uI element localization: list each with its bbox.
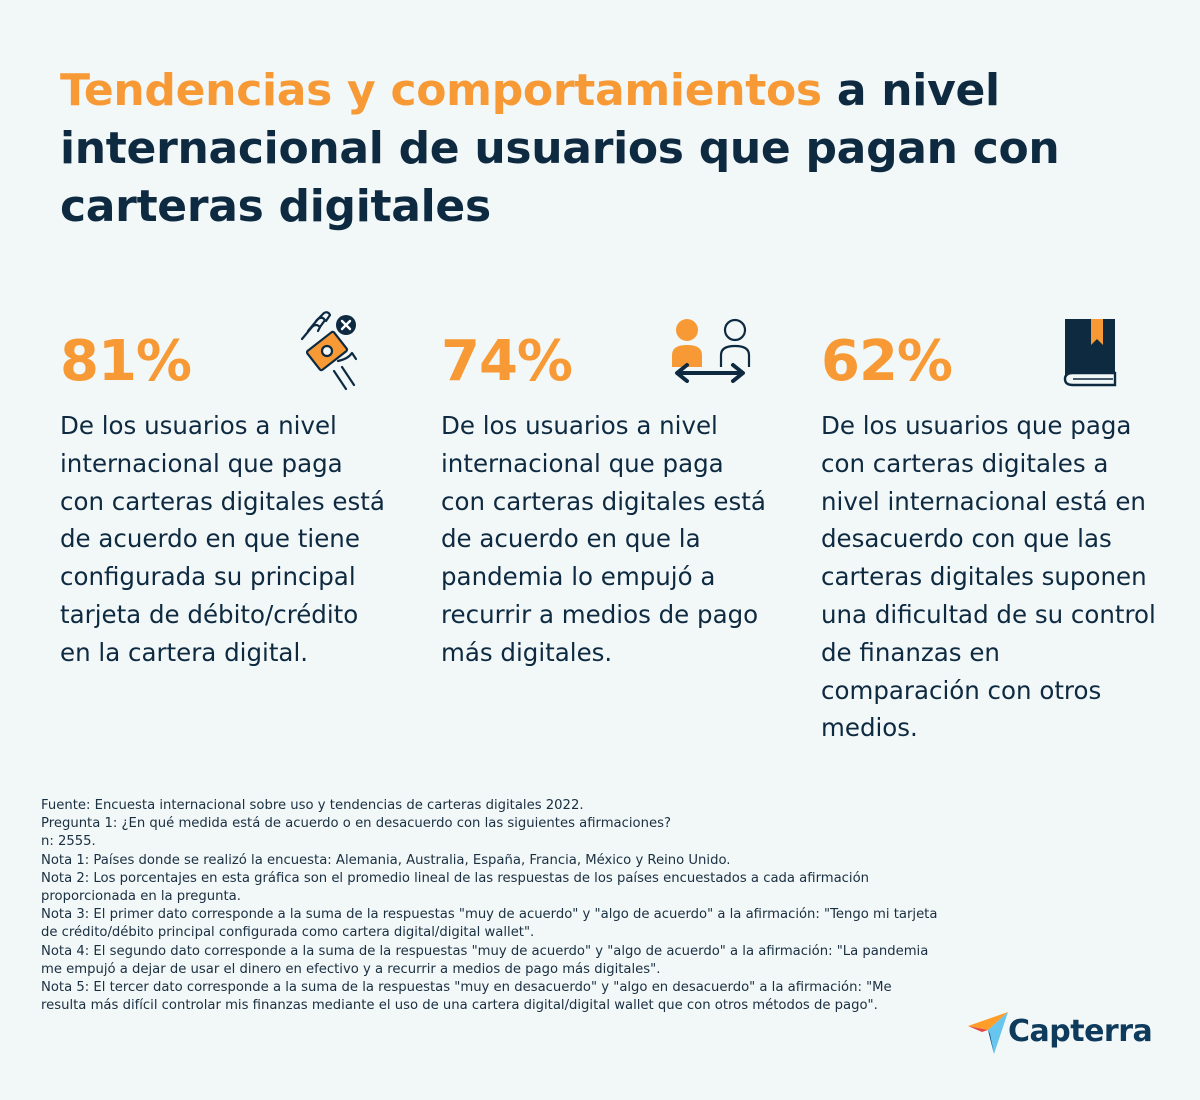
stat-description: De los usuarios a nivel internacional qu… <box>441 411 766 667</box>
stat-value: 81% <box>60 329 192 394</box>
stat-value: 74% <box>441 329 573 394</box>
footnote-note-1: Nota 1: Países donde se realizó la encue… <box>41 852 731 868</box>
title-rest: a nivel internacional de usuarios que pa… <box>60 65 1060 232</box>
book-icon <box>1061 315 1119 391</box>
page-title: Tendencias y comportamientos a nivel int… <box>60 62 1150 236</box>
footnote-question: Pregunta 1: ¿En qué medida está de acuer… <box>41 816 671 832</box>
footnote-note-5: Nota 5: El tercer dato corresponde a la … <box>41 980 892 1014</box>
brand-name: Capterra <box>1008 1014 1153 1049</box>
stat-value: 62% <box>821 329 953 394</box>
footnotes: Fuente: Encuesta internacional sobre uso… <box>41 797 941 1015</box>
stat-description: De los usuarios que paga con carteras di… <box>821 411 1156 743</box>
footnote-sample-size: n: 2555. <box>41 834 96 850</box>
hand-card-icon <box>298 309 364 397</box>
people-exchange-icon <box>669 317 751 387</box>
footnote-note-4: Nota 4: El segundo dato corresponde a la… <box>41 943 929 977</box>
stat-description: De los usuarios a nivel internacional qu… <box>60 411 385 667</box>
footnote-note-2: Nota 2: Los porcentajes en esta gráfica … <box>41 870 870 905</box>
footnote-source: Fuente: Encuesta internacional sobre uso… <box>41 798 584 813</box>
title-highlight: Tendencias y comportamientos <box>60 65 822 116</box>
capterra-arrow-icon <box>968 1012 1008 1054</box>
footnote-note-3: Nota 3: El primer dato corresponde a la … <box>41 907 938 941</box>
capterra-logo: Capterra <box>968 1010 1158 1056</box>
